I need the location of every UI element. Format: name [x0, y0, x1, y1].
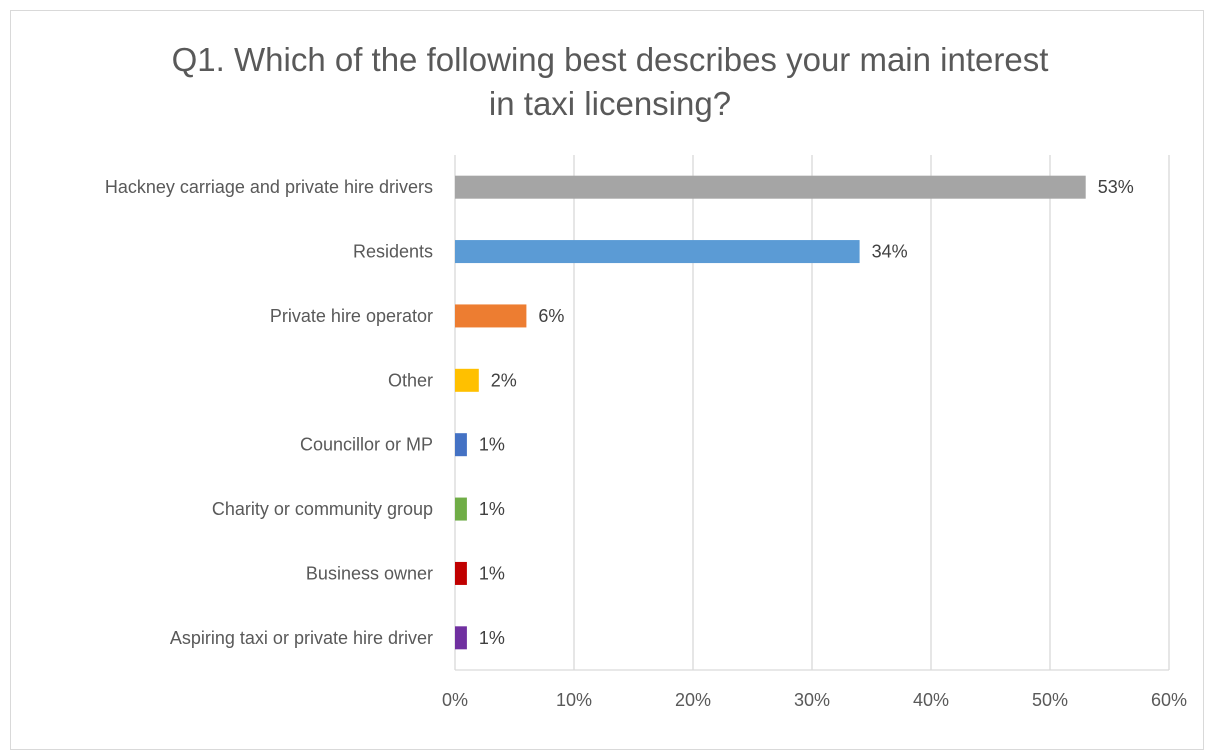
category-label: Residents: [353, 242, 433, 262]
category-label: Other: [388, 370, 433, 390]
bar-chart: 0% 10% 20% 30% 40% 50% 60% Hackney carriage and…: [105, 155, 1187, 710]
data-label: 1%: [479, 435, 505, 455]
bar: [455, 626, 467, 650]
x-tick-label: 0%: [442, 690, 468, 710]
x-tick-label: 50%: [1032, 690, 1068, 710]
x-tick-label: 10%: [556, 690, 592, 710]
chart-title-line-1: Q1. Which of the following best describe…: [171, 41, 1049, 78]
data-label: 1%: [479, 563, 505, 583]
category-label: Business owner: [306, 563, 433, 583]
bar: [455, 175, 1086, 199]
chart-frame: [10, 10, 1204, 750]
category-label: Hackney carriage and private hire driver…: [105, 177, 433, 197]
data-label: 6%: [538, 306, 564, 326]
bar: [455, 561, 467, 585]
data-label: 53%: [1098, 177, 1134, 197]
x-tick-label: 40%: [913, 690, 949, 710]
category-label: Aspiring taxi or private hire driver: [170, 628, 433, 648]
category-label: Private hire operator: [270, 306, 433, 326]
gridlines: [454, 155, 1170, 671]
data-label: 34%: [872, 242, 908, 262]
data-label: 2%: [491, 370, 517, 390]
bar: [455, 497, 467, 521]
bar: [455, 240, 860, 264]
x-tick-label: 30%: [794, 690, 830, 710]
chart-title: Q1. Which of the following best describe…: [150, 38, 1070, 126]
x-tick-label: 60%: [1151, 690, 1187, 710]
x-tick-label: 20%: [675, 690, 711, 710]
labels: 0% 10% 20% 30% 40% 50% 60% Hackney carriage and…: [105, 177, 1187, 710]
category-label: Charity or community group: [212, 499, 433, 519]
bar: [455, 304, 527, 328]
bar: [455, 433, 467, 457]
bar: [455, 368, 479, 392]
chart-title-line-2: in taxi licensing?: [488, 85, 732, 122]
data-label: 1%: [479, 499, 505, 519]
bars: [455, 175, 1086, 650]
category-label: Councillor or MP: [300, 435, 433, 455]
data-label: 1%: [479, 628, 505, 648]
